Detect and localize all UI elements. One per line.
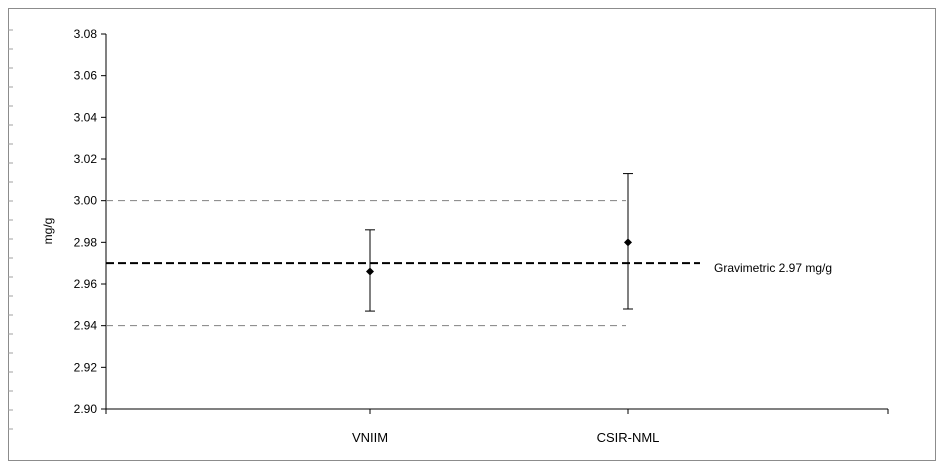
y-ticks: 2.90 2.92 2.94 2.96 2.98 3.00 3.02 3.04 3.06 3.08 [74,27,106,416]
y-tick-label: 2.90 [74,402,98,416]
chart-border [8,8,936,461]
y-tick-label: 3.04 [74,110,98,124]
reference-label: Gravimetric 2.97 mg/g [714,261,832,275]
y-tick-label: 2.98 [74,235,98,249]
reference-band [106,200,626,327]
edge-ticks [8,29,13,430]
y-tick-label: 2.92 [74,360,98,374]
y-tick-label: 3.06 [74,69,98,83]
y-tick-label: 3.00 [74,194,98,208]
axes [105,34,889,414]
y-tick-label: 2.94 [74,319,98,333]
data-points [365,173,633,312]
x-tick-label: VNIIM [352,430,388,445]
y-tick-label: 3.02 [74,152,98,166]
data-point-vniim [366,267,374,276]
y-tick-label: 2.96 [74,277,98,291]
data-point-csir-nml [624,238,632,247]
y-axis-label: mg/g [41,218,55,245]
x-tick-label: CSIR-NML [597,430,660,445]
x-tick-labels: VNIIM CSIR-NML [352,430,659,445]
y-tick-label: 3.08 [74,27,98,41]
